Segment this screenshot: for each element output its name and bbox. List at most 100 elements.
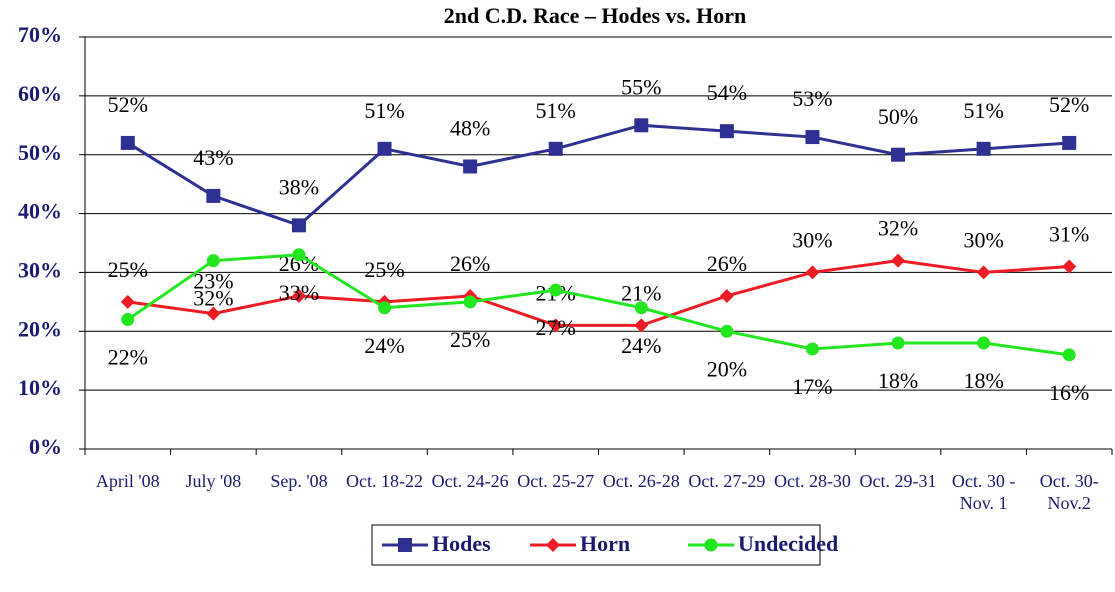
marker [805,342,819,356]
x-tick-label: Oct. 24-26 [431,471,509,491]
marker [891,253,906,268]
marker [634,301,648,315]
data-label: 17% [792,374,832,399]
marker [891,336,905,350]
data-label: 25% [108,257,148,282]
marker [120,294,135,309]
line [127,259,1070,327]
y-tick-label: 10% [18,375,62,400]
marker [549,283,563,297]
legend-box [371,524,821,566]
marker [976,265,991,280]
data-label: 27% [536,315,576,340]
marker [120,135,135,150]
data-label: 26% [450,251,490,276]
marker [291,288,306,303]
y-tick-label: 20% [18,316,62,341]
marker [121,313,135,327]
marker [1062,348,1076,362]
marker [548,141,563,156]
x-tick-label: Oct. 30-Nov.2 [1039,471,1099,513]
data-label: 52% [1049,92,1089,117]
marker [548,318,563,333]
data-label: 55% [621,74,661,99]
data-label: 24% [621,333,661,358]
marker [546,538,560,552]
y-tick-label: 30% [18,257,62,282]
data-label: 51% [364,98,404,123]
line [126,253,1070,357]
marker [206,188,221,203]
data-label: 51% [536,98,576,123]
marker [291,218,306,233]
marker [805,265,820,280]
y-tick-label: 50% [18,140,62,165]
chart-title: 2nd C.D. Race – Hodes vs. Horn [444,3,747,28]
marker [891,147,906,162]
line [127,123,1070,228]
data-label: 26% [707,251,747,276]
x-tick-label: Oct. 30 - Nov. 1 [951,471,1016,513]
marker [704,538,718,552]
data-label: 32% [193,286,233,311]
y-tick-label: 0% [29,434,62,459]
marker [976,141,991,156]
series: 25%23%26%25%26%21%21%26%30%32%30%31% [108,216,1089,333]
marker [1062,259,1077,274]
data-label: 20% [707,356,747,381]
x-tick-label: Sep. '08 [270,471,328,491]
data-label: 30% [963,227,1003,252]
y-tick-label: 60% [18,81,62,106]
marker [463,295,477,309]
x-tick-label: Oct. 18-22 [346,471,424,491]
marker [805,130,820,145]
data-label: 50% [878,104,918,129]
data-label: 22% [108,345,148,370]
legend-label: Hodes [432,531,491,556]
marker [977,336,991,350]
legend-label: Undecided [738,531,838,556]
data-label: 38% [279,174,319,199]
marker [206,306,221,321]
marker [292,248,306,262]
legend: Hodes Horn Undecided [371,524,838,566]
y-tick-label: 70% [18,22,62,47]
x-tick-label: Oct. 25-27 [517,471,595,491]
data-label: 32% [878,216,918,241]
marker [377,141,392,156]
marker [634,318,649,333]
y-tick-label: 40% [18,199,62,224]
x-tick-label: July '08 [185,471,242,491]
marker [719,288,734,303]
x-tick-label: Oct. 29-31 [859,471,937,491]
x-tick-label: April '08 [95,471,160,491]
data-label: 16% [1049,380,1089,405]
data-label: 54% [707,80,747,105]
marker [719,124,734,139]
legend-label: Horn [580,531,630,556]
series: 22% 32% 33% 24% 25% 27% 24% 20% 17% 18% 18% 16% [108,248,1089,405]
marker [634,118,649,133]
data-label: 23% [193,269,233,294]
marker [206,254,220,268]
data-label: 48% [450,116,490,141]
data-label: 25% [364,257,404,282]
data-label: 18% [878,368,918,393]
series: 52% 43% 38% 51% 48% 51% 55% 54% 53% 50% 51% 52% [108,74,1089,233]
data-label: 31% [1049,222,1089,247]
data-label: 18% [963,368,1003,393]
data-label: 25% [450,327,490,352]
data-label: 24% [364,333,404,358]
marker [398,538,412,552]
x-tick-label: Oct. 27-29 [688,471,766,491]
marker [378,301,392,315]
data-label: 43% [193,145,233,170]
data-label: 52% [108,92,148,117]
data-label: 53% [792,86,832,111]
data-label: 33% [279,280,319,305]
x-tick-label: Oct. 26-28 [602,471,680,491]
x-tick-label: Oct. 28-30 [773,471,851,491]
marker [463,159,478,174]
